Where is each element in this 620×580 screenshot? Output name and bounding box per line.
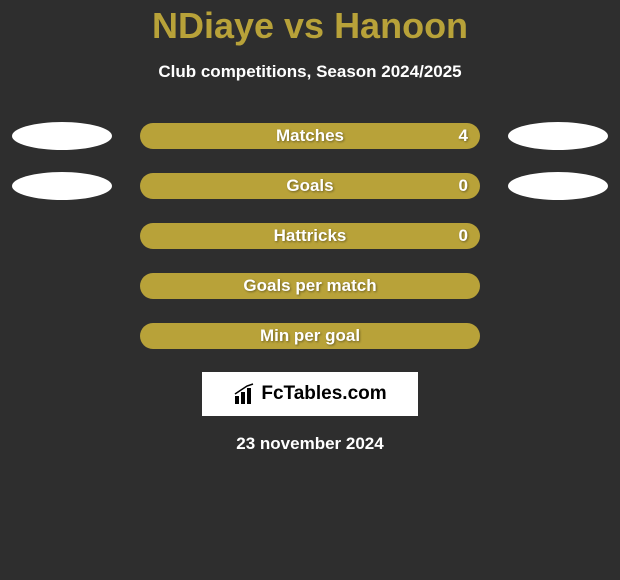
- stat-value: 4: [459, 126, 468, 146]
- stat-label: Matches: [276, 126, 344, 146]
- left-ellipse: [12, 172, 112, 200]
- left-placeholder: [12, 272, 112, 300]
- stat-bar: Goals 0: [140, 173, 480, 199]
- left-placeholder: [12, 222, 112, 250]
- left-placeholder: [12, 322, 112, 350]
- logo-text: FcTables.com: [261, 383, 386, 405]
- stat-label: Hattricks: [274, 226, 347, 246]
- stat-row: Hattricks 0: [0, 222, 620, 250]
- stat-row: Goals 0: [0, 172, 620, 200]
- right-placeholder: [508, 272, 608, 300]
- page-title: NDiaye vs Hanoon: [152, 5, 468, 47]
- stat-bar: Hattricks 0: [140, 223, 480, 249]
- stat-bar: Goals per match: [140, 273, 480, 299]
- stat-label: Goals: [286, 176, 333, 196]
- stat-row: Min per goal: [0, 322, 620, 350]
- right-placeholder: [508, 222, 608, 250]
- subtitle: Club competitions, Season 2024/2025: [158, 62, 461, 82]
- right-placeholder: [508, 322, 608, 350]
- stat-label: Min per goal: [260, 326, 360, 346]
- right-ellipse: [508, 172, 608, 200]
- left-ellipse: [12, 122, 112, 150]
- date-text: 23 november 2024: [236, 434, 383, 454]
- right-ellipse: [508, 122, 608, 150]
- stat-row: Matches 4: [0, 122, 620, 150]
- stat-row: Goals per match: [0, 272, 620, 300]
- stat-value: 0: [459, 176, 468, 196]
- stat-label: Goals per match: [243, 276, 376, 296]
- stat-bar: Matches 4: [140, 123, 480, 149]
- stat-bar: Min per goal: [140, 323, 480, 349]
- stat-value: 0: [459, 226, 468, 246]
- chart-icon: [233, 382, 257, 406]
- logo-box[interactable]: FcTables.com: [202, 372, 418, 416]
